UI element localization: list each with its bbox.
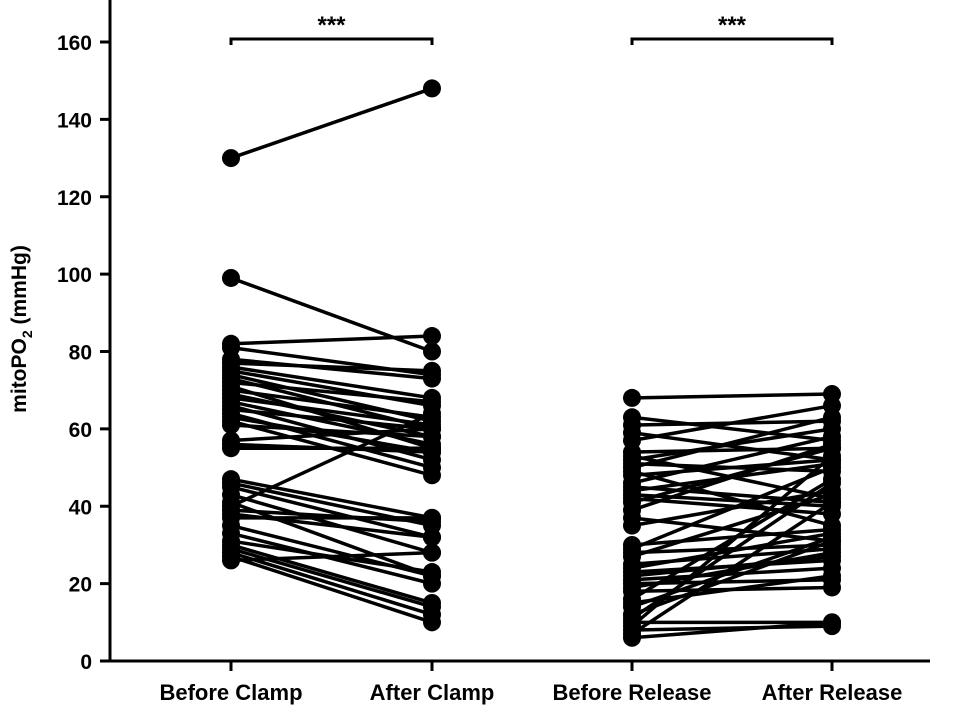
clamp-after-point bbox=[423, 419, 441, 438]
paired-lines bbox=[230, 86, 834, 640]
significance-bracket bbox=[630, 37, 834, 45]
x-category-label: After Release bbox=[762, 680, 903, 705]
clamp-after-point bbox=[423, 79, 441, 98]
release-pair-line bbox=[631, 403, 833, 443]
clamp-pair-line bbox=[230, 400, 433, 447]
y-tick-label: 60 bbox=[69, 419, 92, 442]
release-pair-line bbox=[631, 465, 833, 551]
clamp-before-point bbox=[222, 268, 240, 287]
release-pair-line bbox=[631, 458, 833, 478]
release-pair-line bbox=[631, 415, 833, 470]
clamp-pair-line bbox=[230, 427, 433, 443]
clamp-after-point bbox=[423, 528, 441, 547]
release-before-point bbox=[623, 628, 641, 647]
release-after-point bbox=[823, 446, 841, 465]
release-pair-line bbox=[631, 496, 833, 516]
y-tick-label: 0 bbox=[80, 651, 92, 674]
clamp-before-point bbox=[222, 416, 240, 435]
clamp-pair-line bbox=[230, 86, 433, 160]
x-category-label: Before Release bbox=[553, 680, 712, 705]
release-pair-line bbox=[631, 427, 833, 462]
y-tick-label: 20 bbox=[69, 574, 92, 597]
release-pair-line bbox=[631, 620, 833, 640]
clamp-pair-line bbox=[230, 357, 433, 381]
release-pair-line bbox=[631, 500, 833, 636]
clamp-after-point bbox=[423, 439, 441, 458]
clamp-before-point bbox=[222, 551, 240, 570]
release-after-point bbox=[823, 532, 841, 551]
release-pair-line bbox=[631, 442, 833, 512]
y-axis-title-subscript: 2 bbox=[19, 330, 35, 338]
clamp-pair-line bbox=[230, 388, 433, 420]
clamp-pair-line bbox=[230, 411, 433, 508]
data-points bbox=[222, 79, 841, 647]
release-before-point bbox=[623, 388, 641, 407]
clamp-pair-line bbox=[230, 531, 433, 586]
clamp-after-point bbox=[423, 361, 441, 380]
release-pair-line bbox=[631, 446, 833, 505]
clamp-before-point bbox=[222, 149, 240, 168]
clamp-pair-line bbox=[230, 554, 433, 624]
y-tick-label: 100 bbox=[57, 264, 92, 287]
y-tick-label: 160 bbox=[57, 32, 92, 55]
clamp-pair-line bbox=[230, 508, 433, 524]
release-pair-line bbox=[631, 624, 833, 632]
clamp-after-point bbox=[423, 543, 441, 562]
clamp-after-point bbox=[423, 404, 441, 423]
significance-brackets: *** *** bbox=[229, 12, 834, 45]
clamp-pair-line bbox=[230, 423, 433, 439]
release-after-point bbox=[823, 408, 841, 427]
significance-label: *** bbox=[718, 12, 747, 39]
release-pair-line bbox=[631, 434, 833, 485]
clamp-pair-line bbox=[230, 485, 433, 539]
clamp-after-point bbox=[423, 466, 441, 485]
clamp-after-point bbox=[423, 342, 441, 361]
clamp-pair-line bbox=[230, 500, 433, 578]
y-axis: 0 20 40 60 80 100 120 140 160 bbox=[57, 0, 112, 674]
release-pair-line bbox=[631, 446, 833, 454]
release-after-point bbox=[823, 493, 841, 512]
release-before-point bbox=[623, 516, 641, 535]
clamp-pair-line bbox=[230, 543, 433, 605]
y-tick-label: 120 bbox=[57, 187, 92, 210]
release-pair-line bbox=[631, 469, 833, 528]
clamp-pair-line bbox=[230, 492, 433, 555]
release-pair-line bbox=[631, 392, 833, 400]
release-after-point bbox=[823, 474, 841, 493]
clamp-after-point bbox=[423, 613, 441, 632]
clamp-after-point bbox=[423, 327, 441, 346]
clamp-before-point bbox=[222, 439, 240, 458]
clamp-pair-line bbox=[230, 396, 433, 427]
release-pair-line bbox=[631, 516, 833, 543]
clamp-pair-line bbox=[230, 550, 433, 563]
x-category-label: After Clamp bbox=[370, 680, 495, 705]
y-tick-label: 40 bbox=[69, 496, 92, 519]
release-pair-line bbox=[631, 539, 833, 617]
release-after-point bbox=[823, 566, 841, 585]
x-category-label: Before Clamp bbox=[159, 680, 302, 705]
clamp-pair-line bbox=[230, 361, 433, 373]
clamp-pair-line bbox=[230, 380, 433, 404]
significance-bracket bbox=[229, 37, 434, 45]
y-tick-label: 140 bbox=[57, 109, 92, 132]
clamp-after-point bbox=[423, 563, 441, 582]
clamp-pair-line bbox=[230, 407, 433, 431]
y-axis-title-unit: (mmHg) bbox=[8, 245, 31, 330]
y-axis-title: mitoPO2 (mmHg) bbox=[8, 245, 35, 413]
clamp-pair-line bbox=[230, 365, 433, 400]
release-pair-line bbox=[630, 454, 834, 628]
clamp-pair-line bbox=[230, 276, 433, 354]
release-pair-line bbox=[631, 415, 833, 443]
clamp-pair-line bbox=[230, 334, 433, 346]
significance-label: *** bbox=[317, 12, 346, 39]
clamp-after-point bbox=[423, 508, 441, 527]
clamp-pair-line bbox=[230, 551, 433, 617]
x-axis: Before Clamp After Clamp Before Release Aft… bbox=[108, 659, 930, 705]
clamp-pair-line bbox=[230, 477, 433, 520]
release-after-point bbox=[823, 613, 841, 632]
y-tick-label: 80 bbox=[69, 342, 92, 365]
